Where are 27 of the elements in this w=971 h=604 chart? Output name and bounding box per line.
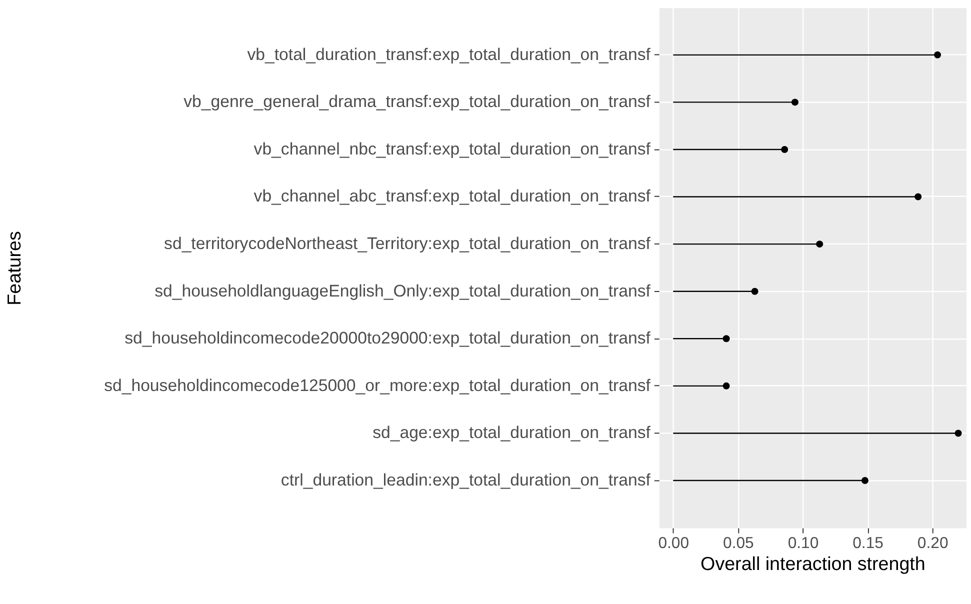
- point: [861, 477, 868, 484]
- x-tick-label: 0.20: [917, 535, 948, 552]
- point: [781, 146, 788, 153]
- y-tick-label: sd_age:exp_total_duration_on_transf: [372, 423, 651, 442]
- x-tick-label: 0.10: [788, 535, 819, 552]
- y-tick-label: sd_householdlanguageEnglish_Only:exp_total_duration_on_transf: [154, 281, 651, 300]
- point: [914, 193, 922, 200]
- point: [722, 335, 730, 342]
- x-tick-label: 0.00: [658, 535, 690, 552]
- x-axis-title: Overall interaction strength: [700, 552, 926, 574]
- point: [954, 430, 962, 437]
- y-tick-label: vb_genre_general_drama_transf:exp_total_duration_on_transf: [184, 92, 651, 112]
- point: [722, 382, 730, 390]
- y-tick-label: vb_channel_abc_transf:exp_total_duration_on_transf: [254, 186, 651, 206]
- point: [751, 288, 758, 295]
- x-tick-label: 0.15: [852, 535, 884, 552]
- y-tick-label: sd_householdincomecode20000to29000:exp_total_duration_on_transf: [124, 328, 651, 348]
- x-tick-label: 0.05: [723, 535, 754, 552]
- y-axis-title: Features: [4, 231, 25, 306]
- y-tick-label: vb_total_duration_transf:exp_total_duration_on_transf: [247, 44, 651, 64]
- y-tick-label: sd_householdincomecode125000_or_more:exp_total_duration_on_transf: [104, 376, 651, 395]
- y-tick-label: vb_channel_nbc_transf:exp_total_duration_on_transf: [254, 139, 651, 158]
- point: [816, 240, 824, 248]
- point: [934, 51, 942, 58]
- y-tick-label: ctrl_duration_leadin:exp_total_duration_on_transf: [280, 470, 651, 490]
- y-tick-label: sd_territorycodeNortheast_Territory:exp_total_duration_on_transf: [164, 234, 651, 254]
- point: [791, 98, 798, 106]
